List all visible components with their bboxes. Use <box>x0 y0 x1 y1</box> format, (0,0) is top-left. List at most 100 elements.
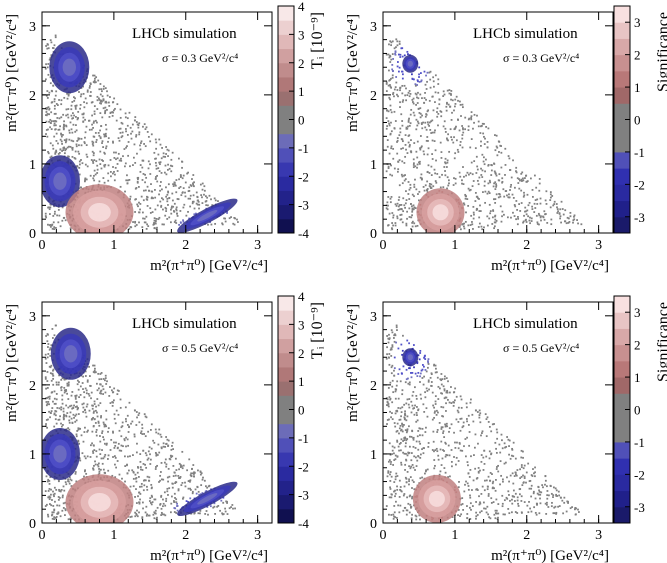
data-point <box>102 88 105 90</box>
data-point <box>153 219 156 222</box>
data-point <box>144 479 147 482</box>
data-point <box>159 181 162 183</box>
data-point <box>168 475 171 478</box>
data-point <box>530 484 533 487</box>
data-point <box>210 223 213 226</box>
data-point <box>546 501 548 504</box>
data-point <box>499 451 502 454</box>
data-point <box>173 500 176 503</box>
data-point <box>418 112 421 114</box>
data-point <box>450 90 453 92</box>
data-point <box>139 453 142 455</box>
data-point <box>508 480 510 483</box>
data-point <box>83 101 85 104</box>
data-point <box>492 185 495 188</box>
data-point <box>101 385 104 388</box>
data-point <box>104 133 107 136</box>
data-point <box>64 219 67 222</box>
data-point <box>124 162 127 165</box>
data-point <box>390 496 393 499</box>
data-point <box>563 220 566 223</box>
data-point <box>114 463 116 466</box>
data-point <box>78 166 81 169</box>
data-point <box>466 517 469 519</box>
data-point <box>403 439 406 441</box>
data-point <box>55 103 58 105</box>
data-point <box>99 468 102 471</box>
data-point <box>117 152 120 155</box>
data-point <box>78 144 80 147</box>
data-point <box>410 459 413 462</box>
data-point <box>401 92 404 95</box>
data-point <box>500 433 503 436</box>
data-point <box>419 427 422 430</box>
data-point <box>386 404 389 407</box>
data-point <box>78 160 81 163</box>
data-point <box>531 475 534 477</box>
data-point <box>465 211 467 214</box>
data-point <box>148 479 151 482</box>
data-point <box>419 453 422 456</box>
data-point <box>463 445 465 448</box>
data-point <box>136 416 138 419</box>
data-point <box>101 116 104 119</box>
data-point <box>416 102 419 104</box>
data-point <box>391 401 394 404</box>
data-point <box>48 403 51 406</box>
data-point <box>388 496 391 499</box>
data-point <box>93 403 96 405</box>
data-point <box>393 369 395 372</box>
data-point <box>403 174 405 177</box>
data-point <box>444 162 447 165</box>
data-point <box>576 219 578 221</box>
data-point <box>411 210 414 213</box>
data-point <box>396 485 398 488</box>
data-point <box>389 471 392 473</box>
data-point <box>457 99 459 102</box>
data-point <box>398 184 401 187</box>
data-point <box>461 179 463 182</box>
data-point <box>143 221 146 224</box>
data-point <box>155 157 157 160</box>
data-point <box>476 514 479 516</box>
data-point <box>501 478 504 481</box>
data-point <box>446 161 449 164</box>
data-point <box>120 159 123 162</box>
data-point <box>424 126 427 129</box>
data-point <box>488 450 491 453</box>
data-point <box>65 114 68 117</box>
data-point <box>478 198 480 200</box>
data-point <box>57 208 60 211</box>
colorbar-segment <box>614 312 630 329</box>
data-point <box>400 208 403 211</box>
colorbar-segment <box>278 34 294 50</box>
data-point <box>147 225 150 228</box>
data-point <box>60 140 63 143</box>
data-point <box>417 448 420 451</box>
data-point <box>62 217 65 219</box>
data-point <box>84 97 87 100</box>
data-point <box>91 143 94 145</box>
data-point <box>562 213 565 216</box>
data-point <box>563 501 566 504</box>
data-point <box>405 452 407 455</box>
data-point <box>411 497 413 500</box>
data-point <box>400 438 403 441</box>
data-point <box>387 405 390 408</box>
data-point <box>508 512 511 515</box>
data-point <box>407 502 410 505</box>
data-point <box>107 172 110 175</box>
data-point <box>396 380 399 383</box>
data-point <box>67 478 69 481</box>
data-point <box>192 200 195 203</box>
data-point <box>167 191 170 194</box>
data-point <box>163 491 166 494</box>
data-point <box>443 378 446 380</box>
data-point <box>498 140 501 143</box>
data-point <box>387 337 390 340</box>
feature-ring <box>88 202 111 222</box>
data-point <box>105 418 108 421</box>
data-point <box>387 110 390 113</box>
data-point <box>82 410 85 413</box>
data-point <box>494 171 497 174</box>
